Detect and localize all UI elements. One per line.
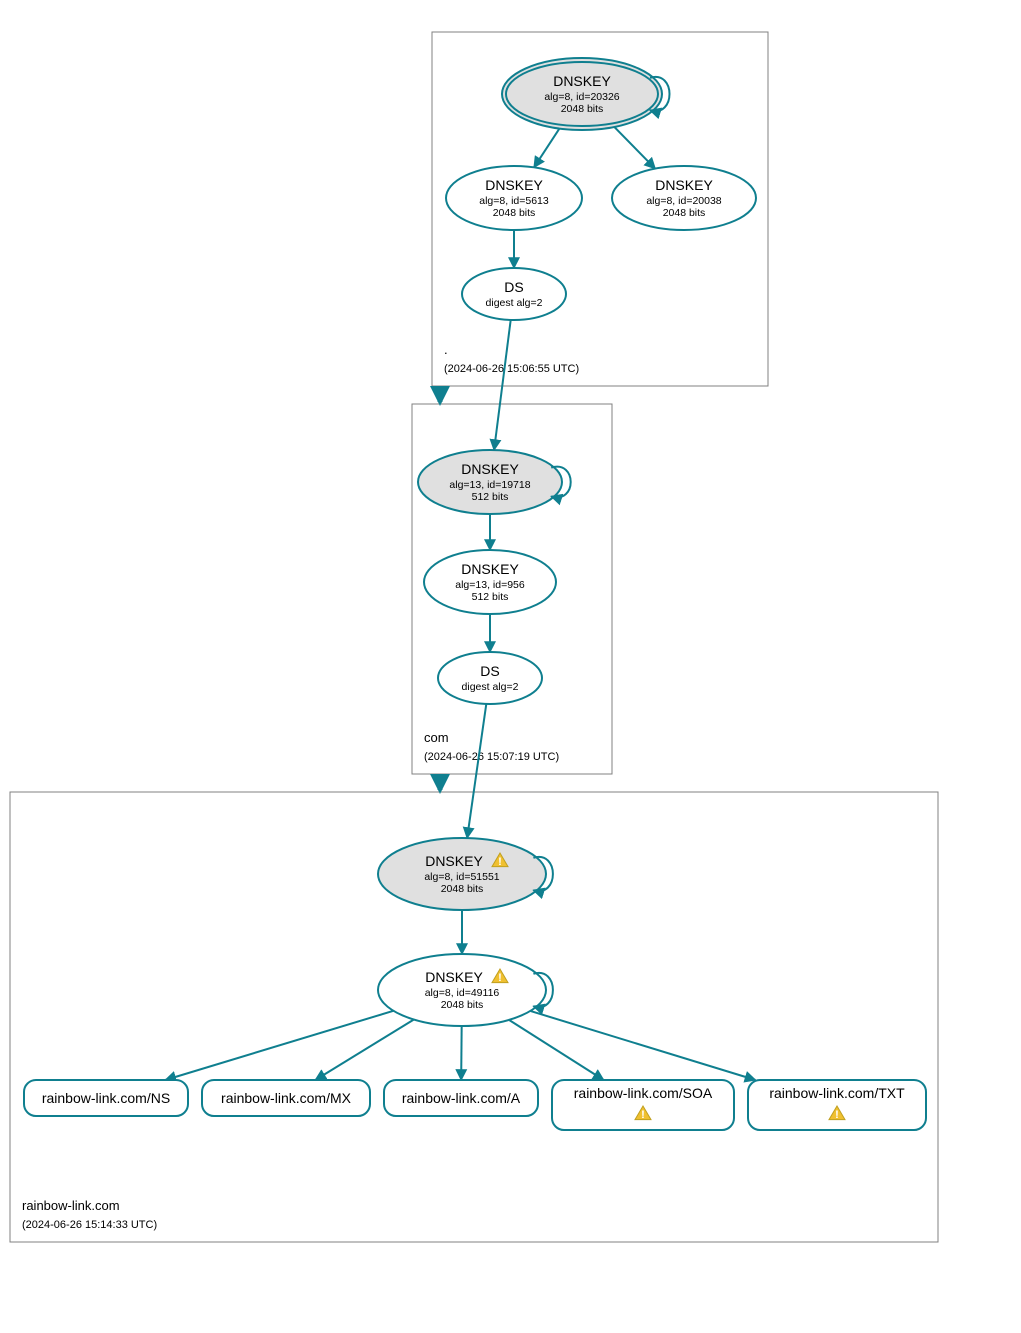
svg-text:512 bits: 512 bits: [472, 591, 509, 603]
node-dom_ksk: DNSKEY! alg=8, id=515512048 bits: [378, 838, 553, 910]
edge-dom_zsk-rr_a: [461, 1026, 462, 1080]
svg-text:2048 bits: 2048 bits: [663, 207, 706, 219]
svg-text:(2024-06-26 15:07:19 UTC): (2024-06-26 15:07:19 UTC): [424, 751, 559, 763]
svg-text:com: com: [424, 730, 449, 745]
svg-text:DNSKEY: DNSKEY: [461, 561, 519, 577]
svg-text:DS: DS: [504, 279, 523, 295]
svg-text:!: !: [641, 1109, 645, 1121]
svg-text:rainbow-link.com/SOA: rainbow-link.com/SOA: [574, 1085, 713, 1101]
svg-text:rainbow-link.com/TXT: rainbow-link.com/TXT: [769, 1085, 905, 1101]
svg-text:!: !: [498, 972, 502, 984]
svg-text:alg=8, id=5613: alg=8, id=5613: [479, 195, 549, 207]
edge-root_ksk-root_zsk2: [614, 127, 655, 169]
svg-text:rainbow-link.com/A: rainbow-link.com/A: [402, 1090, 521, 1106]
node-rr_txt: rainbow-link.com/TXT!: [748, 1080, 926, 1130]
svg-text:!: !: [835, 1109, 839, 1121]
svg-text:DNSKEY: DNSKEY: [655, 177, 713, 193]
svg-text:(2024-06-26 15:06:55 UTC): (2024-06-26 15:06:55 UTC): [444, 363, 579, 375]
svg-text:rainbow-link.com: rainbow-link.com: [22, 1198, 120, 1213]
node-rr_soa: rainbow-link.com/SOA!: [552, 1080, 734, 1130]
node-root_ds: DS digest alg=2: [462, 268, 566, 320]
svg-text:2048 bits: 2048 bits: [441, 883, 484, 895]
svg-text:.: .: [444, 342, 448, 357]
dnssec-diagram: . (2024-06-26 15:06:55 UTC) com (2024-06-26…: [0, 0, 1021, 1333]
svg-text:alg=13, id=956: alg=13, id=956: [455, 579, 525, 591]
svg-text:2048 bits: 2048 bits: [561, 103, 604, 115]
edge-root_ds-com_ksk: [494, 320, 511, 450]
edge-dom_zsk-rr_mx: [315, 1020, 414, 1080]
svg-text:digest alg=2: digest alg=2: [462, 681, 519, 693]
edge-root_ksk-root_zsk1: [534, 129, 559, 168]
node-rr_a: rainbow-link.com/A: [384, 1080, 538, 1116]
svg-text:DNSKEY: DNSKEY: [425, 969, 483, 985]
node-root_zsk1: DNSKEY alg=8, id=56132048 bits: [446, 166, 582, 230]
svg-text:rainbow-link.com/MX: rainbow-link.com/MX: [221, 1090, 352, 1106]
node-com_ds: DS digest alg=2: [438, 652, 542, 704]
svg-text:DNSKEY: DNSKEY: [461, 461, 519, 477]
node-rr_ns: rainbow-link.com/NS: [24, 1080, 188, 1116]
svg-text:(2024-06-26 15:14:33 UTC): (2024-06-26 15:14:33 UTC): [22, 1219, 157, 1231]
svg-text:DNSKEY: DNSKEY: [553, 73, 611, 89]
svg-text:DS: DS: [480, 663, 499, 679]
edge-com_ds-dom_ksk: [467, 704, 486, 838]
edge-dom_zsk-rr_txt: [530, 1011, 755, 1080]
node-dom_zsk: DNSKEY! alg=8, id=491162048 bits: [378, 954, 553, 1026]
svg-text:alg=8, id=49116: alg=8, id=49116: [425, 987, 500, 999]
svg-text:DNSKEY: DNSKEY: [425, 853, 483, 869]
nodes: DNSKEYalg=8, id=203262048 bitsDNSKEYalg=…: [24, 58, 926, 1130]
svg-text:alg=8, id=20038: alg=8, id=20038: [646, 195, 721, 207]
node-root_ksk: DNSKEY alg=8, id=203262048 bits: [502, 58, 670, 130]
svg-text:2048 bits: 2048 bits: [441, 999, 484, 1011]
svg-text:512 bits: 512 bits: [472, 491, 509, 503]
svg-text:!: !: [498, 856, 502, 868]
node-rr_mx: rainbow-link.com/MX: [202, 1080, 370, 1116]
svg-text:alg=13, id=19718: alg=13, id=19718: [449, 479, 530, 491]
svg-text:2048 bits: 2048 bits: [493, 207, 536, 219]
node-com_zsk: DNSKEY alg=13, id=956512 bits: [424, 550, 556, 614]
svg-text:rainbow-link.com/NS: rainbow-link.com/NS: [42, 1090, 170, 1106]
node-com_ksk: DNSKEY alg=13, id=19718512 bits: [418, 450, 571, 514]
svg-text:alg=8, id=20326: alg=8, id=20326: [544, 91, 619, 103]
edge-dom_zsk-rr_ns: [165, 1011, 393, 1080]
svg-text:DNSKEY: DNSKEY: [485, 177, 543, 193]
svg-text:digest alg=2: digest alg=2: [486, 297, 543, 309]
svg-text:alg=8, id=51551: alg=8, id=51551: [424, 871, 499, 883]
node-root_zsk2: DNSKEY alg=8, id=200382048 bits: [612, 166, 756, 230]
